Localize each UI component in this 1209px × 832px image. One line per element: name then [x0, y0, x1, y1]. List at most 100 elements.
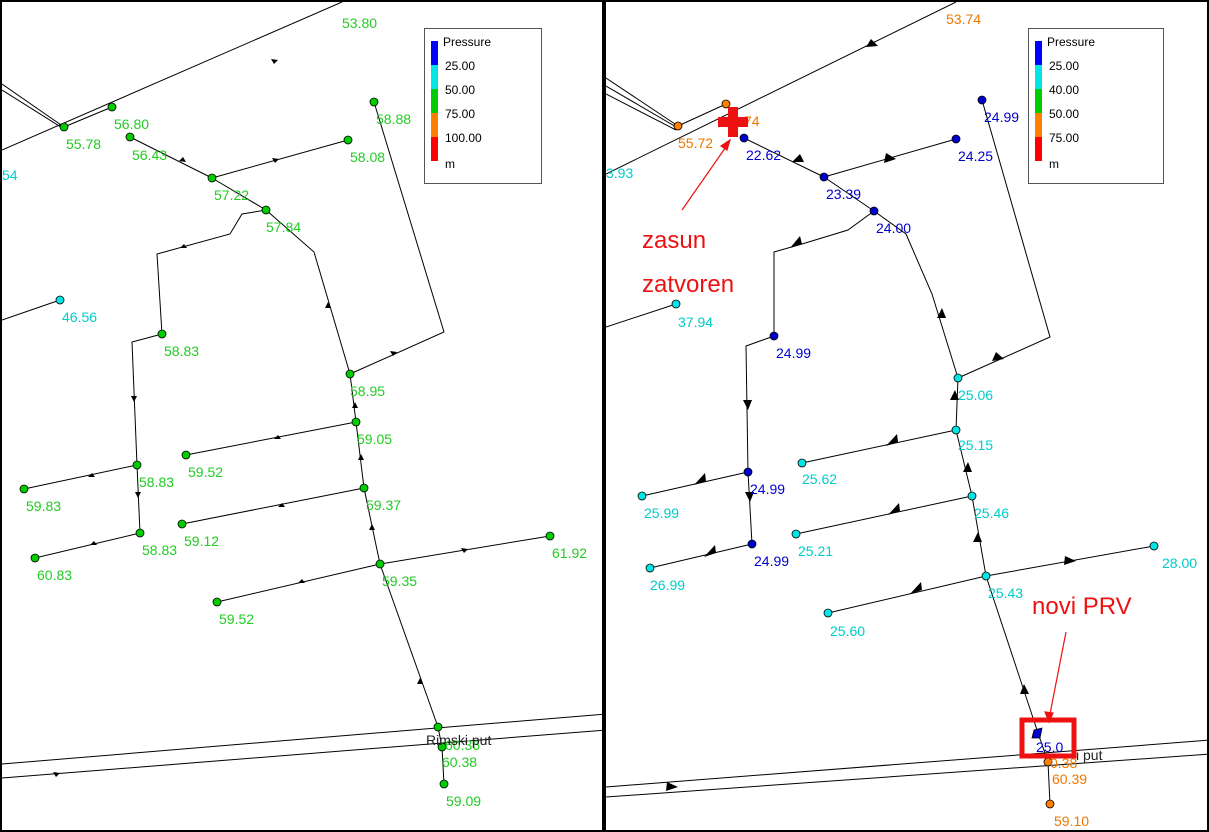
- junction-node[interactable]: [261, 205, 271, 215]
- junction-node[interactable]: [135, 528, 145, 538]
- node-label: 24.00: [876, 220, 911, 236]
- street-line: [2, 713, 602, 765]
- node-label: 24.99: [984, 109, 1019, 125]
- junction-node[interactable]: [375, 559, 385, 569]
- junction-node[interactable]: [212, 597, 222, 607]
- junction-node[interactable]: [981, 571, 991, 581]
- junction-node[interactable]: [107, 102, 117, 112]
- closed-valve-cross-icon[interactable]: [718, 107, 748, 137]
- junction-node[interactable]: [55, 295, 65, 305]
- junction-node[interactable]: [439, 779, 449, 789]
- node-label: 24.25: [958, 148, 993, 164]
- pipe: [606, 77, 679, 127]
- flow-arrow-icon: [937, 308, 946, 318]
- junction-node[interactable]: [359, 483, 369, 493]
- pressure-legend: Pressure 25.00 50.00 75.00 100.00 m: [424, 28, 542, 184]
- junction-node[interactable]: [977, 95, 987, 105]
- flow-arrow-icon: [886, 434, 898, 446]
- junction-node[interactable]: [951, 425, 961, 435]
- flow-arrow-icon: [792, 154, 804, 162]
- flow-arrow-icon: [745, 492, 754, 502]
- pipe: [677, 103, 727, 127]
- flow-arrow-icon: [131, 396, 137, 402]
- flow-arrow-icon: [278, 503, 285, 507]
- junction-node[interactable]: [819, 172, 829, 182]
- flow-arrow-icon: [135, 492, 141, 498]
- prv-valve-icon[interactable]: [1031, 727, 1043, 739]
- junction-node[interactable]: [823, 608, 833, 618]
- junction-node[interactable]: [343, 135, 353, 145]
- flow-arrow-icon: [884, 153, 896, 163]
- node-label: 23.39: [826, 186, 861, 202]
- junction-node[interactable]: [132, 460, 142, 470]
- node-label: 25.60: [830, 623, 865, 639]
- legend-value: 75.00: [445, 107, 476, 121]
- junction-node[interactable]: [797, 458, 807, 468]
- junction-node[interactable]: [967, 491, 977, 501]
- junction-node[interactable]: [673, 121, 683, 131]
- junction-node[interactable]: [59, 122, 69, 132]
- junction-node[interactable]: [157, 329, 167, 339]
- node-label: 59.10: [1054, 813, 1089, 829]
- pipe: [955, 377, 1039, 734]
- valve-annotation-line1: zasun: [642, 227, 706, 254]
- junction-node[interactable]: [177, 519, 187, 529]
- flow-arrow-icon: [973, 532, 982, 542]
- street-line: [606, 753, 1207, 798]
- pipe: [349, 101, 445, 375]
- junction-node[interactable]: [791, 529, 801, 539]
- node-label: 59.35: [382, 573, 417, 589]
- node-label: 59.52: [188, 464, 223, 480]
- valve-annotation-line2: zatvoren: [642, 271, 734, 298]
- junction-node[interactable]: [181, 450, 191, 460]
- junction-node[interactable]: [645, 563, 655, 573]
- junction-node[interactable]: [743, 467, 753, 477]
- node-label: 59.05: [357, 431, 392, 447]
- junction-node[interactable]: [19, 484, 29, 494]
- junction-node[interactable]: [351, 417, 361, 427]
- node-label: 56.43: [132, 147, 167, 163]
- junction-node[interactable]: [721, 99, 731, 109]
- node-label: 58.83: [142, 542, 177, 558]
- junction-node[interactable]: [671, 299, 681, 309]
- node-label: 61.92: [552, 545, 587, 561]
- pipe: [606, 85, 679, 129]
- flow-arrow-icon: [866, 39, 878, 47]
- junction-node[interactable]: [953, 373, 963, 383]
- node-label: 24.99: [754, 553, 789, 569]
- flow-arrow-icon: [179, 157, 186, 162]
- flow-arrow-icon: [461, 548, 468, 553]
- node-label: 22.62: [746, 147, 781, 163]
- junction-node[interactable]: [545, 531, 555, 541]
- junction-node[interactable]: [1149, 541, 1159, 551]
- flow-arrow-icon: [1064, 556, 1076, 565]
- node-label: 25.62: [802, 471, 837, 487]
- junction-node[interactable]: [747, 539, 757, 549]
- pipe: [873, 210, 959, 379]
- junction-node[interactable]: [437, 742, 447, 752]
- flow-arrow-icon: [666, 782, 678, 791]
- junction-node[interactable]: [637, 491, 647, 501]
- junction-node[interactable]: [207, 173, 217, 183]
- pipe: [181, 487, 365, 525]
- junction-node[interactable]: [433, 722, 443, 732]
- junction-node[interactable]: [125, 132, 135, 142]
- pipe: [131, 333, 163, 534]
- node-label: 58.88: [376, 111, 411, 127]
- junction-node[interactable]: [739, 133, 749, 143]
- junction-node[interactable]: [769, 331, 779, 341]
- junction-node[interactable]: [951, 134, 961, 144]
- junction-node[interactable]: [1045, 799, 1055, 809]
- pipe: [773, 210, 875, 336]
- junction-node[interactable]: [869, 206, 879, 216]
- prv-annotation: novi PRV: [1032, 593, 1132, 620]
- flow-arrow-icon: [88, 473, 95, 477]
- flow-arrow-icon: [992, 352, 1004, 361]
- node-label: 59.83: [26, 498, 61, 514]
- flow-arrow-icon: [271, 59, 278, 64]
- node-label: 53.74: [946, 11, 981, 27]
- junction-node[interactable]: [345, 369, 355, 379]
- junction-node[interactable]: [369, 97, 379, 107]
- node-label: 24.99: [776, 345, 811, 361]
- junction-node[interactable]: [30, 553, 40, 563]
